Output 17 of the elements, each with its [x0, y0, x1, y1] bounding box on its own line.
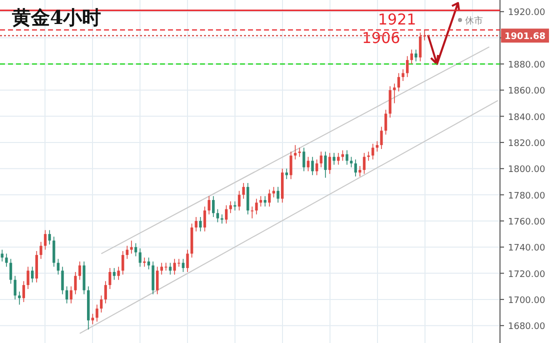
chart-title: 黄金4小时	[11, 7, 102, 29]
y-tick-label: 1860.00	[508, 86, 546, 97]
y-tick-label: 1720.00	[508, 270, 546, 280]
y-tick-label: 1880.00	[508, 60, 546, 70]
y-tick-label: 1780.00	[508, 191, 546, 202]
y-tick-label: 1840.00	[508, 112, 546, 123]
ref-line-label: 1906	[362, 28, 400, 47]
y-tick-label: 1760.00	[508, 217, 546, 228]
y-tick-label: 1700.00	[508, 296, 546, 306]
annotation: 休市	[465, 16, 483, 26]
y-tick-label: 1740.00	[508, 244, 546, 254]
ref-line-label: 1901.68	[504, 32, 546, 42]
y-tick-label: 1800.00	[508, 165, 546, 176]
ref-line-label: 1921	[378, 10, 416, 28]
y-tick-label: 1820.00	[508, 138, 546, 149]
y-tick-label: 1680.00	[508, 322, 546, 332]
y-tick-label: 1920.00	[508, 8, 546, 18]
